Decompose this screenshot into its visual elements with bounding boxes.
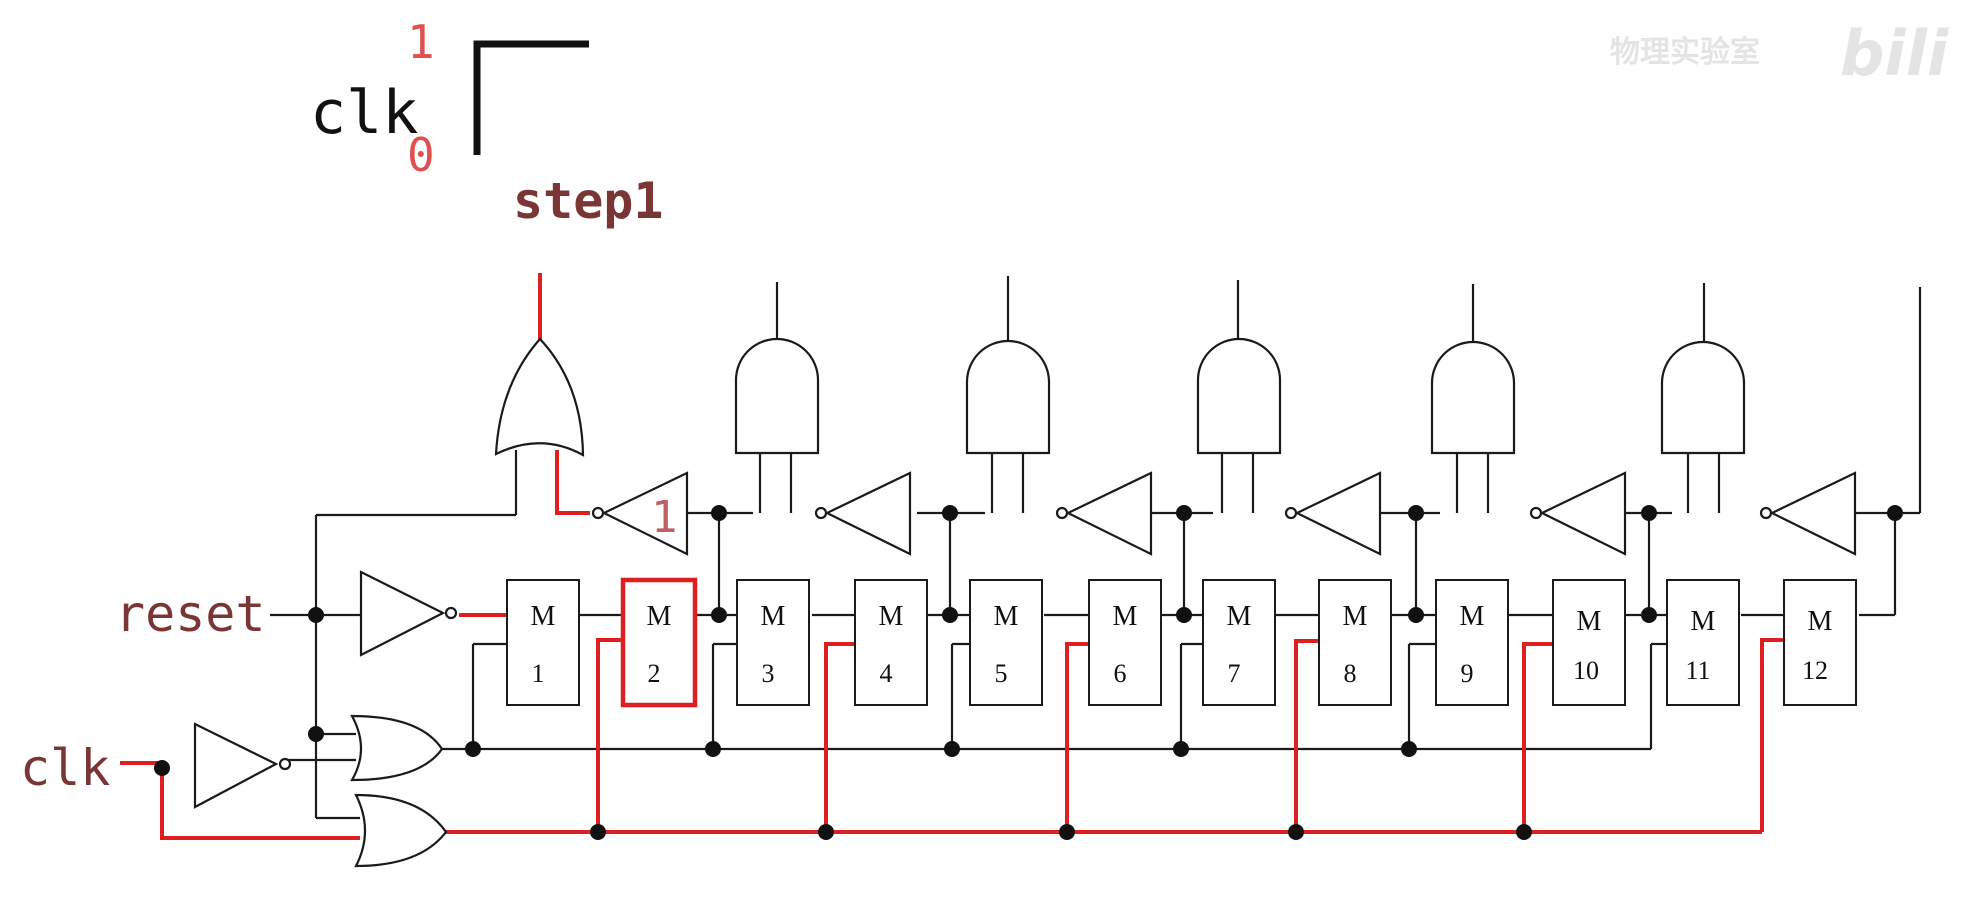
module-m5: M 5 <box>969 579 1043 706</box>
module-letter: M <box>1577 606 1602 637</box>
clock-low-label: 0 <box>407 128 435 182</box>
module-number: 7 <box>1228 659 1241 688</box>
module-number: 8 <box>1344 659 1357 688</box>
module-m9: M 9 <box>1435 579 1509 706</box>
watermark: 物理实验室 bili <box>1610 17 1949 90</box>
clock-signal-label: clk <box>310 78 418 148</box>
module-letter: M <box>1227 601 1252 632</box>
reset-input-label: reset <box>115 585 266 643</box>
module-letter: M <box>647 601 672 632</box>
module-letter: M <box>1113 601 1138 632</box>
module-m12: M 12 <box>1783 579 1857 706</box>
module-m4: M 4 <box>854 579 928 706</box>
rising-edge-waveform <box>473 40 589 155</box>
module-number: 4 <box>880 659 893 688</box>
module-letter: M <box>1808 606 1833 637</box>
or-gate-b <box>354 793 448 868</box>
module-m7: M 7 <box>1202 579 1276 706</box>
and-gate-2 <box>965 339 1051 455</box>
module-number: 6 <box>1114 659 1127 688</box>
module-letter: M <box>994 601 1019 632</box>
and-gate-3 <box>1196 337 1282 455</box>
watermark-text: 物理实验室 <box>1610 35 1760 70</box>
module-m10: M 10 <box>1552 579 1626 706</box>
step-label: step1 <box>513 172 664 230</box>
active-signal-path <box>120 273 1784 840</box>
and-gate-4 <box>1430 340 1516 455</box>
clock-timing-indicator: clk 1 0 step1 <box>310 15 664 230</box>
clk-inverter <box>193 722 279 809</box>
clk-input-label: clk <box>20 739 110 797</box>
module-number: 1 <box>532 659 545 688</box>
module-letter: M <box>1343 601 1368 632</box>
module-number: 9 <box>1461 659 1474 688</box>
clock-high-label: 1 <box>407 15 435 69</box>
junction-dots <box>154 505 1903 840</box>
module-letter: M <box>879 601 904 632</box>
inverters <box>591 471 1857 556</box>
and-gates <box>734 337 1746 455</box>
module-letter: M <box>1691 606 1716 637</box>
inverter-1-value: 1 <box>651 492 678 543</box>
logo-glyph: bili <box>1840 17 1949 90</box>
wiring <box>270 276 1922 820</box>
module-m1: M 1 <box>506 579 580 706</box>
module-letter: M <box>761 601 786 632</box>
module-number: 10 <box>1573 656 1599 685</box>
module-number: 12 <box>1802 656 1828 685</box>
module-number: 3 <box>762 659 775 688</box>
module-letter: M <box>531 601 556 632</box>
module-m3: M 3 <box>736 579 810 706</box>
and-gate-1 <box>734 337 820 455</box>
clk-inverter-bubble <box>278 757 292 771</box>
and-gate-5 <box>1660 340 1746 455</box>
module-number: 2 <box>648 659 661 688</box>
reset-inverter <box>359 570 446 657</box>
module-m2: M 2 <box>620 577 698 708</box>
module-letter: M <box>1460 601 1485 632</box>
module-m11: M 11 <box>1666 579 1740 706</box>
module-number: 11 <box>1685 656 1710 685</box>
module-m6: M 6 <box>1088 579 1162 706</box>
module-m8: M 8 <box>1318 579 1392 706</box>
reset-inverter-bubble <box>444 606 458 620</box>
or-gate-a <box>350 714 444 782</box>
module-number: 5 <box>995 659 1008 688</box>
or-gate-step1 <box>494 337 585 457</box>
